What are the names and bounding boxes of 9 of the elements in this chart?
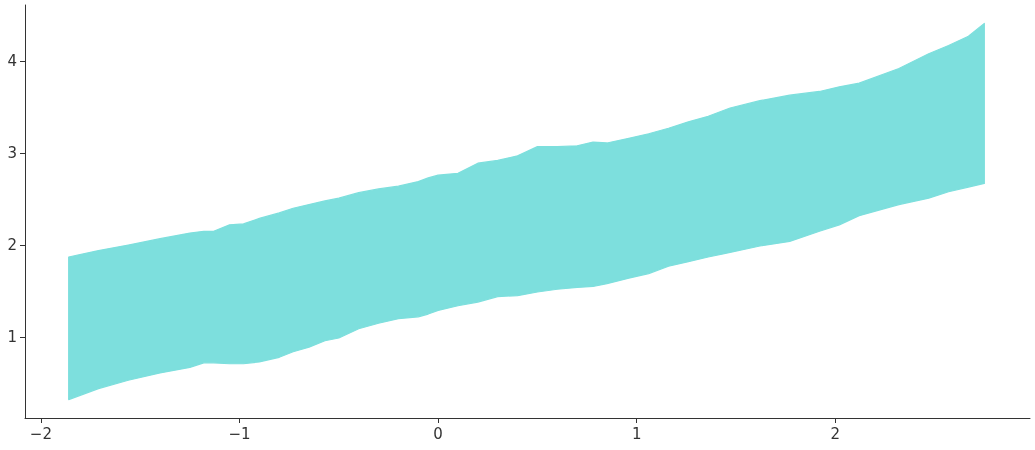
- x-tick-label: 2: [830, 424, 841, 443]
- y-tick-label: 3: [7, 144, 17, 163]
- x-tick-label: −1: [228, 424, 251, 443]
- x-tick-label: 1: [631, 424, 642, 443]
- x-tick-label: 0: [433, 424, 443, 443]
- x-tick-label: −2: [29, 424, 52, 443]
- y-tick-label: 1: [7, 328, 17, 347]
- y-tick-label: 4: [7, 52, 17, 71]
- y-tick-label: 2: [7, 236, 17, 255]
